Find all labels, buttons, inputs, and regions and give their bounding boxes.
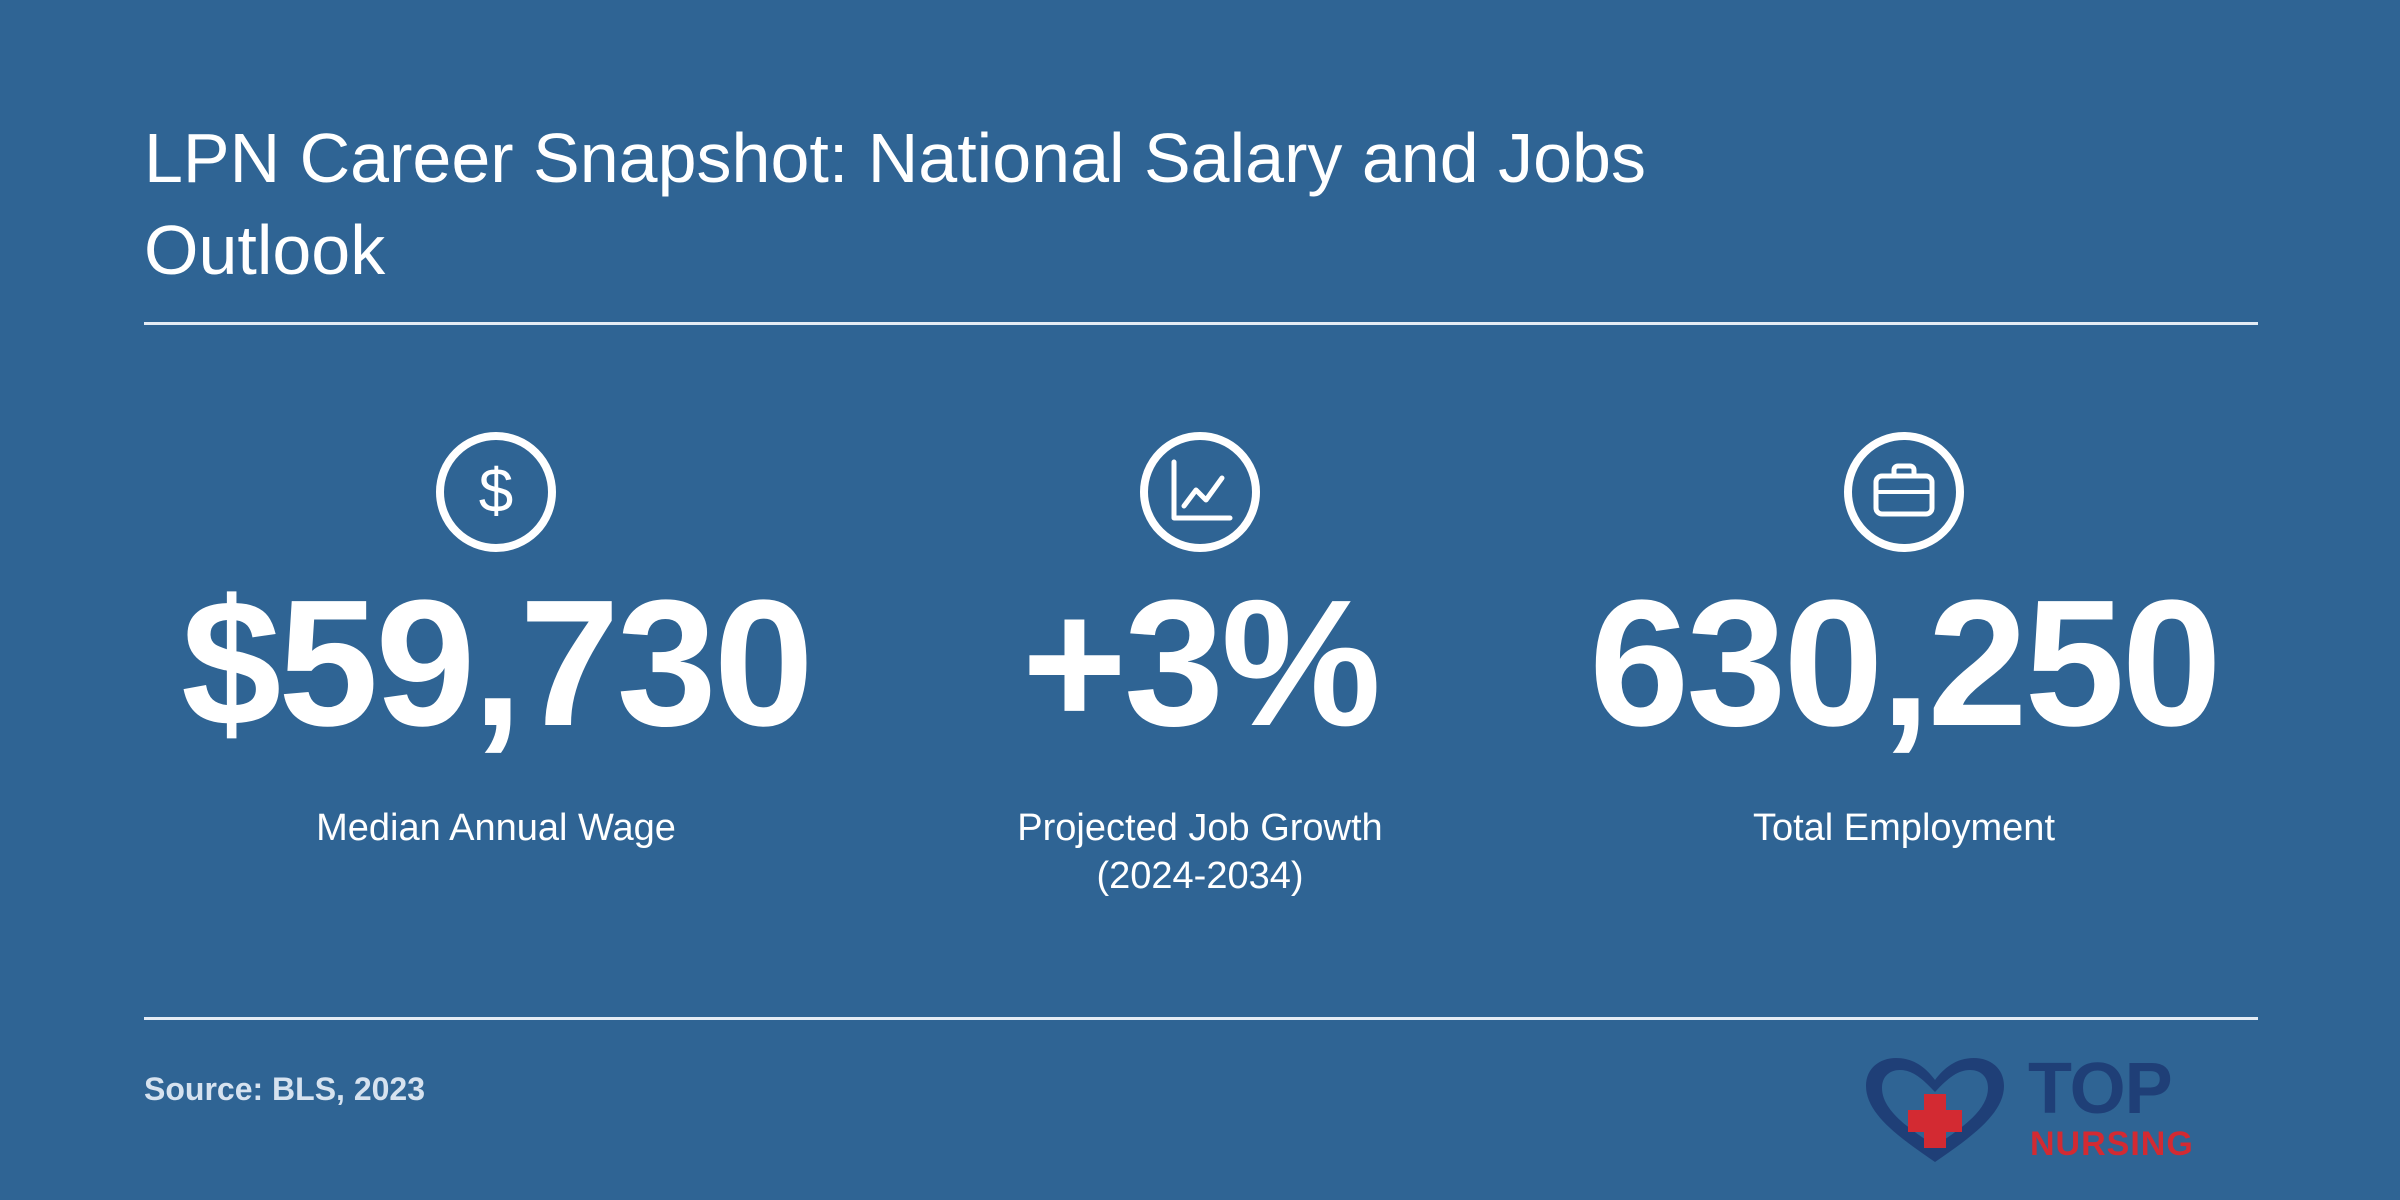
- stat-value: $59,730: [181, 563, 814, 764]
- logo-wordmark-top: TOP: [2028, 1049, 2173, 1129]
- stat-median-wage: $ $59,730 Median Annual Wage: [146, 432, 846, 852]
- stat-label: Projected Job Growth (2024-2034): [850, 804, 1550, 900]
- logo-wordmark-nursing: NURSING: [2030, 1125, 2194, 1163]
- stat-label: Median Annual Wage: [316, 807, 676, 849]
- bottom-divider: [144, 1017, 2258, 1020]
- top-divider: [144, 322, 2258, 325]
- heart-cross-icon: [1866, 1058, 2004, 1162]
- stat-total-employment: 630,250 Total Employment: [1554, 432, 2254, 852]
- dollar-icon: $: [436, 432, 556, 552]
- briefcase-icon: [1844, 432, 1964, 552]
- source-note: Source: BLS, 2023: [144, 1071, 425, 1107]
- page-title: LPN Career Snapshot: National Salary and…: [144, 119, 1646, 289]
- stat-label-line: Projected Job Growth: [1017, 807, 1383, 849]
- stat-label-line: (2024-2034): [1096, 855, 1304, 897]
- line-chart-icon: [1140, 432, 1260, 552]
- stat-value: 630,250: [1589, 563, 2222, 764]
- top-nursing-logo: TOP NURSING: [1860, 1050, 2260, 1174]
- stat-label: Total Employment: [1752, 807, 2055, 849]
- stat-job-growth: +3% Projected Job Growth (2024-2034): [850, 432, 1550, 900]
- stat-value: +3%: [1021, 563, 1381, 764]
